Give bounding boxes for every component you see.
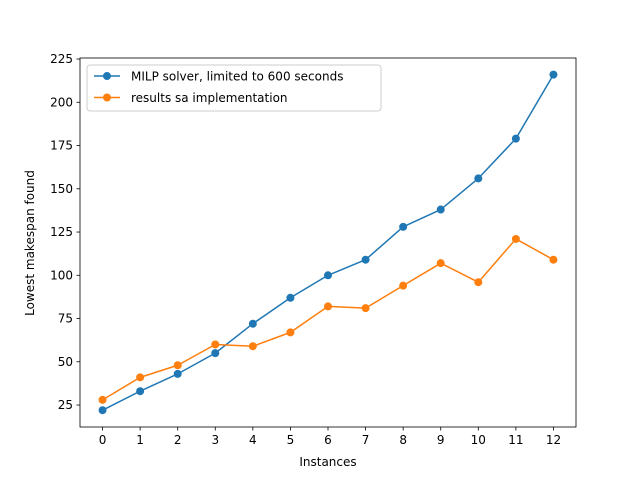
y-tick-label: 50 [58, 355, 73, 369]
x-tick-label: 2 [174, 433, 182, 447]
y-tick-label: 75 [58, 312, 73, 326]
data-point-series-1 [136, 387, 145, 396]
y-tick-label: 200 [50, 95, 73, 109]
y-tick-label: 125 [50, 225, 73, 239]
x-tick-label: 9 [437, 433, 445, 447]
legend: MILP solver, limited to 600 seconds resul… [86, 64, 382, 112]
legend-marker-2 [103, 93, 111, 102]
data-point-series-2 [436, 259, 445, 268]
x-tick-label: 7 [362, 433, 370, 447]
data-point-series-2 [474, 278, 483, 287]
legend-label-2: results sa implementation [131, 91, 288, 105]
data-point-series-2 [361, 304, 370, 313]
data-point-series-2 [211, 340, 220, 349]
data-point-series-2 [248, 342, 257, 351]
legend-label-1: MILP solver, limited to 600 seconds [131, 69, 343, 83]
data-point-series-1 [248, 319, 257, 328]
y-tick-label: 175 [50, 139, 73, 153]
data-point-series-2 [98, 395, 107, 404]
x-tick-label: 4 [249, 433, 257, 447]
x-tick-label: 10 [471, 433, 486, 447]
data-point-series-1 [324, 271, 332, 280]
x-axis-label: Instances [299, 455, 356, 469]
data-point-series-2 [511, 234, 520, 243]
data-point-series-1 [511, 134, 520, 143]
y-tick-label: 225 [50, 52, 73, 66]
x-tick-label: 0 [99, 433, 107, 447]
x-tick-label: 8 [399, 433, 407, 447]
data-point-series-2 [399, 281, 408, 290]
data-point-series-1 [98, 406, 107, 415]
data-point-series-2 [549, 255, 558, 264]
data-point-series-2 [136, 373, 145, 382]
x-tick-label: 12 [546, 433, 561, 447]
legend-box [86, 64, 382, 112]
y-tick-label: 25 [58, 398, 73, 412]
data-point-series-2 [286, 328, 295, 337]
x-tick-label: 5 [287, 433, 295, 447]
x-tick-label: 6 [324, 433, 332, 447]
data-point-series-1 [436, 205, 445, 214]
y-axis-label: Lowest makespan found [23, 170, 37, 316]
plot-area: 0 1 2 3 4 5 6 7 8 9 10 11 12255075100125150175200225… [50, 52, 577, 447]
data-point-series-2 [173, 361, 182, 370]
data-point-series-1 [211, 349, 220, 358]
data-point-series-1 [361, 255, 370, 264]
x-tick-label: 3 [211, 433, 219, 447]
x-tick-label: 11 [508, 433, 523, 447]
data-point-series-1 [173, 369, 182, 378]
y-tick-label: 150 [50, 182, 73, 196]
data-point-series-1 [399, 222, 408, 231]
data-point-series-1 [549, 70, 558, 79]
data-point-series-1 [474, 174, 483, 183]
y-tick-label: 100 [50, 268, 73, 282]
data-point-series-2 [324, 302, 332, 311]
data-point-series-1 [286, 293, 295, 302]
x-tick-label: 1 [136, 433, 144, 447]
legend-marker-1 [103, 72, 111, 80]
